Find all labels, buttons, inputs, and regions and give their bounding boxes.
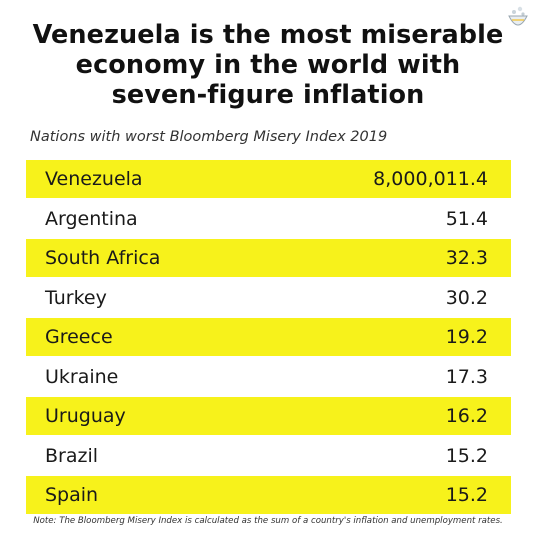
page-title: Venezuela is the most miserable economy … <box>0 20 536 110</box>
country-name: Turkey <box>45 286 107 309</box>
chart-subtitle: Nations with worst Bloomberg Misery Inde… <box>30 129 388 145</box>
country-name: Spain <box>45 484 99 506</box>
country-name: Greece <box>45 326 113 348</box>
country-name: Argentina <box>45 207 138 230</box>
misery-index-value: 15.2 <box>445 484 488 506</box>
country-name: Uruguay <box>45 405 126 427</box>
misery-index-value: 8,000,011.4 <box>373 168 488 190</box>
title-line-3: seven-figure inflation <box>111 80 425 110</box>
misery-index-value: 15.2 <box>445 444 488 467</box>
table-row: Uruguay 16.2 <box>26 397 511 435</box>
misery-index-value: 19.2 <box>445 326 488 348</box>
table-row: South Africa 32.3 <box>26 239 511 277</box>
title-line-2: economy in the world with <box>75 50 461 80</box>
title-line-1: Venezuela is the most miserable <box>32 20 504 50</box>
country-name: Venezuela <box>45 168 143 190</box>
table-row: Venezuela 8,000,011.4 <box>26 160 511 198</box>
misery-index-value: 51.4 <box>445 207 488 230</box>
misery-index-value: 30.2 <box>445 286 488 309</box>
table-row: Spain 15.2 <box>26 476 511 514</box>
table-row: Ukraine 17.3 <box>26 358 511 396</box>
footnote: Note: The Bloomberg Misery Index is calc… <box>33 516 503 526</box>
misery-index-value: 16.2 <box>445 405 488 427</box>
misery-index-value: 32.3 <box>445 247 488 269</box>
table-row: Argentina 51.4 <box>26 200 511 238</box>
bowl-logo-icon <box>508 6 528 26</box>
table-row: Turkey 30.2 <box>26 279 511 317</box>
country-name: Ukraine <box>45 365 119 388</box>
country-name: Brazil <box>45 444 99 467</box>
misery-index-table: Venezuela 8,000,011.4 Argentina 51.4 South A… <box>26 160 511 516</box>
table-row: Brazil 15.2 <box>26 437 511 475</box>
country-name: South Africa <box>45 247 161 269</box>
table-row: Greece 19.2 <box>26 318 511 356</box>
misery-index-value: 17.3 <box>445 365 488 388</box>
